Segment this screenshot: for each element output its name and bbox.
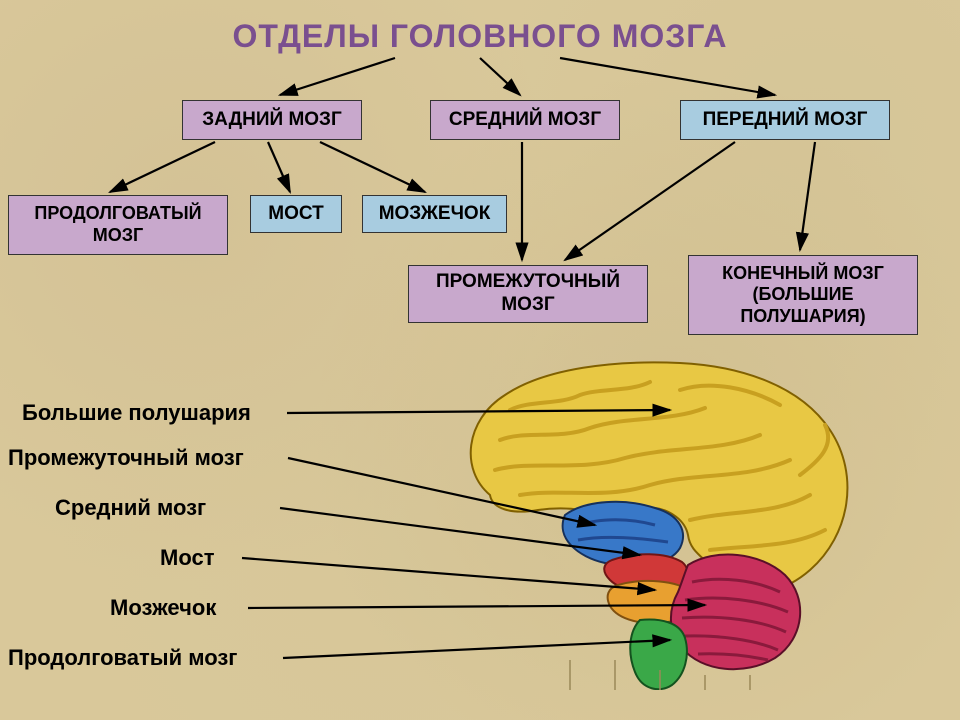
- label-pons: Мост: [160, 545, 214, 571]
- box-telencephalon: КОНЕЧНЫЙ МОЗГ (БОЛЬШИЕ ПОЛУШАРИЯ): [688, 255, 918, 335]
- box-cerebellum: МОЗЖЕЧОК: [362, 195, 507, 233]
- brain-medulla-icon: [630, 620, 687, 690]
- brain-illustration: [430, 360, 870, 690]
- box-pons: МОСТ: [250, 195, 342, 233]
- box-medulla: ПРОДОЛГОВАТЫЙ МОЗГ: [8, 195, 228, 255]
- label-medulla: Продолговатый мозг: [8, 645, 237, 671]
- label-midbrain: Средний мозг: [55, 495, 206, 521]
- box-diencephalon: ПРОМЕЖУТОЧНЫЙ МОЗГ: [408, 265, 648, 323]
- page-title: ОТДЕЛЫ ГОЛОВНОГО МОЗГА: [0, 18, 960, 55]
- label-diencephalon: Промежуточный мозг: [8, 445, 244, 471]
- box-midbrain: СРЕДНИЙ МОЗГ: [430, 100, 620, 140]
- box-forebrain: ПЕРЕДНИЙ МОЗГ: [680, 100, 890, 140]
- label-cerebellum: Мозжечок: [110, 595, 216, 621]
- label-hemispheres: Большие полушария: [22, 400, 251, 426]
- box-hindbrain: ЗАДНИЙ МОЗГ: [182, 100, 362, 140]
- brain-cerebellum-icon: [671, 555, 800, 670]
